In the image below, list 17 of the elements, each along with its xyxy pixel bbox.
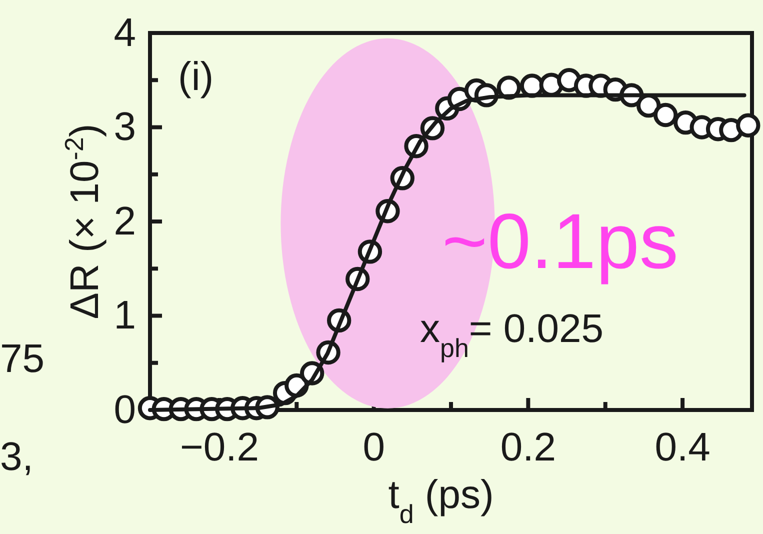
point [653,102,678,128]
y-tick-label: 4 [114,10,136,55]
x-tick-label: −0.2 [180,425,259,470]
x-tick-label: 0 [362,425,385,470]
y-tick-label: 0 [114,388,136,432]
annotation: ~0.1ps [442,197,678,285]
x-axis-title: t$_{d}$ (ps) [388,473,494,529]
annotation: x$_{ph}$= 0.025 [420,307,604,363]
text: 75 [0,337,44,381]
point [736,113,760,138]
x-tick-label: 0.2 [500,425,556,470]
annotation: (i) [178,55,214,99]
y-tick-label: 3 [114,105,136,150]
text: 3, [0,435,34,479]
y-tick-label: 2 [114,199,136,244]
x-tick-label: 0.4 [654,425,710,470]
y-tick-label: 1 [114,294,136,338]
